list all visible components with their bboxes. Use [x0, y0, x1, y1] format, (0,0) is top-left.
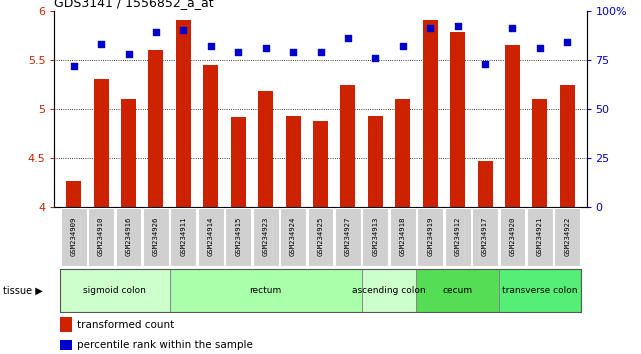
Text: GSM234918: GSM234918 [400, 216, 406, 256]
Text: GSM234920: GSM234920 [510, 216, 515, 256]
Text: sigmoid colon: sigmoid colon [83, 286, 146, 295]
Text: transverse colon: transverse colon [502, 286, 578, 295]
Text: percentile rank within the sample: percentile rank within the sample [77, 340, 253, 350]
Bar [170, 269, 362, 312]
Text: GSM234919: GSM234919 [427, 216, 433, 256]
Point [425, 25, 435, 31]
Bar [395, 99, 410, 207]
Text: GSM234926: GSM234926 [153, 216, 159, 256]
Point [562, 39, 572, 45]
Bar [527, 208, 553, 266]
Bar [505, 45, 520, 207]
Bar [560, 85, 575, 207]
Bar [94, 79, 108, 207]
Text: GSM234915: GSM234915 [235, 216, 241, 256]
Text: rectum: rectum [249, 286, 282, 295]
Bar [280, 208, 306, 266]
Text: GSM234914: GSM234914 [208, 216, 214, 256]
Text: cecum: cecum [442, 286, 472, 295]
Bar [121, 99, 136, 207]
Bar [258, 91, 273, 207]
Point [206, 43, 216, 49]
Text: GSM234913: GSM234913 [372, 216, 378, 256]
Text: GSM234927: GSM234927 [345, 216, 351, 256]
Text: GSM234921: GSM234921 [537, 216, 543, 256]
Bar [253, 208, 279, 266]
Text: GSM234909: GSM234909 [71, 216, 77, 256]
Bar [368, 116, 383, 207]
Point [535, 45, 545, 51]
Bar [88, 208, 114, 266]
Text: ascending colon: ascending colon [353, 286, 426, 295]
Bar [143, 208, 169, 266]
Bar [554, 208, 580, 266]
Bar [340, 85, 356, 207]
Point [453, 23, 463, 29]
Bar [60, 340, 72, 350]
Text: GSM234922: GSM234922 [564, 216, 570, 256]
Text: GSM234923: GSM234923 [263, 216, 269, 256]
Bar [60, 317, 72, 332]
Bar [362, 208, 388, 266]
Bar [445, 208, 470, 266]
Text: GSM234912: GSM234912 [454, 216, 461, 256]
Point [151, 29, 161, 35]
Text: GSM234917: GSM234917 [482, 216, 488, 256]
Bar [362, 269, 417, 312]
Bar [478, 161, 492, 207]
Point [96, 41, 106, 47]
Bar [231, 117, 246, 207]
Bar [390, 208, 415, 266]
Text: GDS3141 / 1556852_a_at: GDS3141 / 1556852_a_at [54, 0, 214, 10]
Bar [66, 181, 81, 207]
Point [260, 45, 271, 51]
Bar [198, 208, 224, 266]
Point [288, 49, 298, 55]
Bar [499, 269, 581, 312]
Bar [313, 121, 328, 207]
Text: GSM234925: GSM234925 [317, 216, 324, 256]
Bar [450, 32, 465, 207]
Bar [285, 116, 301, 207]
Bar [335, 208, 361, 266]
Point [397, 43, 408, 49]
Point [233, 49, 244, 55]
Bar [226, 208, 251, 266]
Bar [149, 50, 163, 207]
Text: GSM234924: GSM234924 [290, 216, 296, 256]
Bar [115, 208, 142, 266]
Text: GSM234910: GSM234910 [98, 216, 104, 256]
Point [507, 25, 517, 31]
Text: transformed count: transformed count [77, 320, 174, 330]
Bar [176, 21, 191, 207]
Bar [171, 208, 196, 266]
Point [315, 49, 326, 55]
Text: tissue ▶: tissue ▶ [3, 285, 43, 295]
Bar [533, 99, 547, 207]
Point [480, 61, 490, 67]
Bar [499, 208, 526, 266]
Bar [422, 21, 438, 207]
Point [178, 28, 188, 33]
Bar [472, 208, 498, 266]
Point [124, 51, 134, 57]
Bar [203, 65, 219, 207]
Text: GSM234911: GSM234911 [180, 216, 187, 256]
Point [370, 55, 381, 61]
Point [69, 63, 79, 68]
Bar [308, 208, 333, 266]
Bar [417, 208, 443, 266]
Bar [60, 269, 170, 312]
Text: GSM234916: GSM234916 [126, 216, 131, 256]
Point [343, 35, 353, 41]
Bar [61, 208, 87, 266]
Bar [417, 269, 499, 312]
